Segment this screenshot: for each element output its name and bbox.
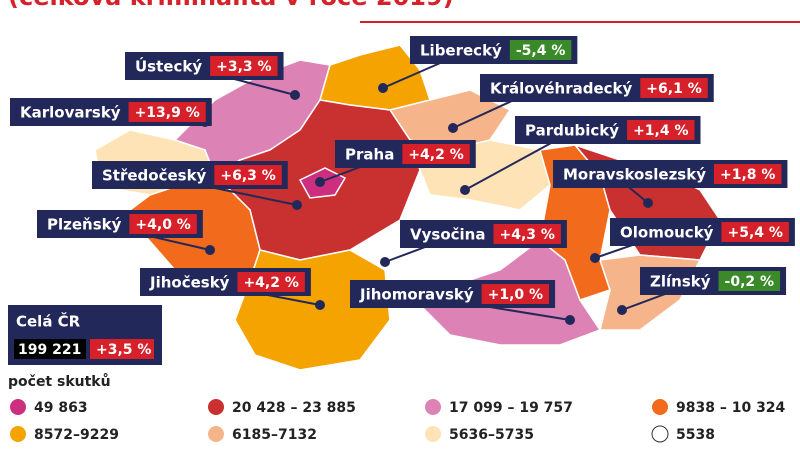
pointer-dot [448, 123, 458, 133]
change-badge [714, 164, 782, 184]
pointer-dot [292, 200, 302, 210]
change-badge [128, 102, 206, 122]
change-badge [402, 144, 470, 164]
legend-swatch [425, 399, 441, 415]
region-change: +4,0 % [135, 217, 190, 233]
pointer-dot [315, 177, 325, 187]
region-change: +4,2 % [408, 147, 463, 163]
pointer-dot [290, 90, 300, 100]
legend-swatch [208, 399, 224, 415]
region-name: Pardubický [525, 122, 619, 140]
change-badge [237, 272, 305, 292]
region-name: Jihomoravský [359, 286, 474, 304]
legend-label: 8572–9229 [34, 427, 119, 443]
region-name: Karlovarský [20, 104, 121, 122]
total-change: +3,5 % [96, 342, 151, 358]
pointer-dot [378, 83, 388, 93]
pointer-dot [380, 257, 390, 267]
region-change: +6,3 % [220, 168, 275, 184]
legend-label: 20 428 – 23 885 [232, 400, 356, 416]
pointer-dot [617, 305, 627, 315]
legend-swatch [10, 399, 26, 415]
legend-label: 5538 [676, 427, 715, 443]
change-badge [210, 56, 278, 76]
change-badge [129, 214, 197, 234]
change-badge [721, 222, 789, 242]
legend-label: 9838 – 10 324 [676, 400, 786, 416]
pointer-dot [460, 185, 470, 195]
region-name: Ústecký [135, 57, 202, 76]
region-name: Vysočina [410, 226, 485, 244]
region-change: +1,8 % [720, 167, 775, 183]
region-change: +13,9 % [135, 105, 200, 121]
pointer-dot [565, 315, 575, 325]
title: (celková kriminalita v roce 2019) [8, 0, 454, 11]
region-change: -5,4 % [516, 43, 566, 59]
region-labels: Karlovarský +13,9 % Ústecký +3,3 % Liberecký… [10, 36, 795, 325]
legend-label: 17 099 – 19 757 [449, 400, 573, 416]
legend-swatch [651, 425, 669, 443]
region-name: Liberecký [420, 42, 502, 60]
pointer-dot [643, 198, 653, 208]
legend-swatch [652, 399, 668, 415]
total-count: 199 221 [18, 342, 81, 358]
region-name: Plzeňský [47, 216, 122, 234]
change-badge [509, 40, 572, 60]
change-badge [481, 284, 550, 304]
change-badge [493, 224, 561, 244]
region-name: Královéhradecký [490, 80, 633, 98]
legend-label: 49 863 [34, 400, 88, 416]
region-change: +4,3 % [499, 227, 554, 243]
region-name: Jihočeský [149, 274, 230, 292]
pointer-dot [205, 245, 215, 255]
change-badge [640, 78, 708, 98]
region-change: +3,3 % [216, 59, 271, 75]
region-change: +1,0 % [488, 287, 543, 303]
pointer-dot [590, 253, 600, 263]
total-name: Celá ČR [16, 312, 81, 331]
legend-swatch [425, 426, 441, 442]
legend-swatch [10, 426, 26, 442]
region-change: +5,4 % [727, 225, 782, 241]
legend-label: 5636–5735 [449, 427, 534, 443]
region-change: -0,2 % [725, 274, 775, 290]
region-change: +4,2 % [243, 275, 298, 291]
region-name: Olomoucký [620, 224, 714, 242]
total-count-box [14, 339, 86, 359]
region-change: +1,4 % [633, 123, 688, 139]
legend-label: 6185–7132 [232, 427, 317, 443]
pointer-dot [315, 300, 325, 310]
region-change: +6,1 % [646, 81, 701, 97]
region-name: Praha [345, 146, 394, 164]
region-name: Zlínský [650, 273, 711, 291]
summary-legend: Celá ČR 199 221 +3,5 % počet skutků 49 863 20… [8, 305, 786, 443]
total-badge [90, 339, 154, 359]
change-badge [627, 120, 695, 140]
change-badge [214, 165, 282, 185]
change-badge [718, 271, 781, 291]
legend-swatch [208, 426, 224, 442]
region-name: Moravskoslezský [563, 166, 706, 184]
legend-title: počet skutků [8, 373, 111, 390]
region-name: Středočeský [102, 167, 207, 185]
